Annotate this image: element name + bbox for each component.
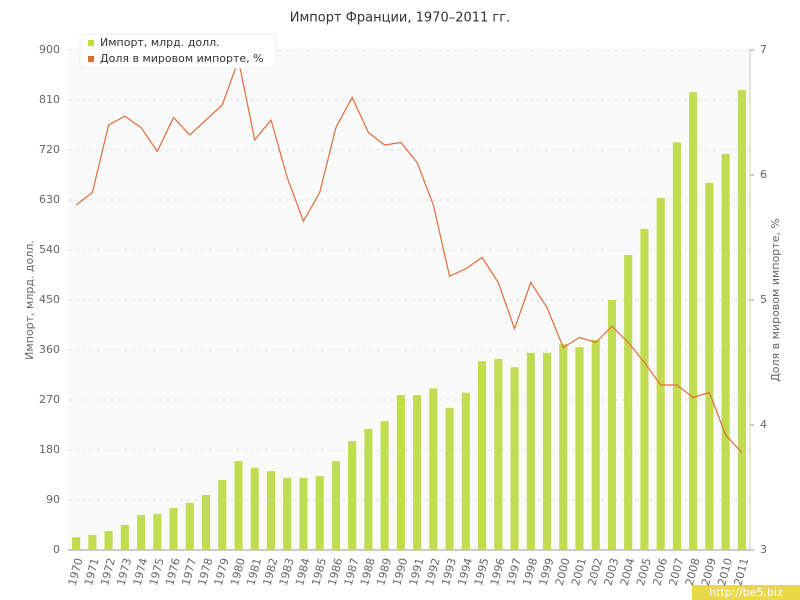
y-tick-label: 810 [39,93,60,106]
bar [575,347,584,550]
y-tick-label: 270 [39,393,60,406]
bar [331,461,340,550]
legend-box [79,33,277,69]
bar [348,441,357,550]
bar [266,471,276,550]
y-tick-label: 630 [39,193,60,206]
y-tick-label: 540 [39,243,60,256]
chart-title: Импорт Франции, 1970–2011 гг. [290,11,510,26]
watermark: http://be5.biz [709,586,783,599]
bar [510,367,519,550]
bar [137,515,146,550]
legend: Импорт, млрд. долл. Доля в мировом импорт… [79,33,277,69]
bar [559,343,568,550]
bar [607,300,617,550]
watermark-background [692,585,800,600]
bar [169,507,178,550]
bar [737,90,746,550]
bar [153,513,162,550]
legend-swatch [88,56,94,62]
bar [250,467,259,550]
bar [364,428,373,550]
y-tick-label: 180 [39,443,60,456]
y2-tick-label: 5 [760,293,767,306]
y2-tick-label: 4 [760,418,767,431]
bar [413,395,422,550]
y2-tick-label: 6 [760,168,767,181]
bar [672,142,681,550]
bar [591,340,600,550]
y2-tick-label: 3 [760,543,767,556]
y2-axis-label: Доля в мировом импорте, % [769,218,782,382]
y-tick-label: 0 [53,543,60,556]
line [75,57,743,453]
bar [396,395,405,550]
bar [72,537,81,550]
bar [218,480,227,550]
bar [656,197,665,550]
bar [429,388,438,550]
bar [478,361,487,550]
bar [315,476,324,550]
bar [201,495,211,550]
bar [185,502,194,550]
bar [542,352,552,550]
legend-swatch [88,40,94,46]
bar [445,407,454,550]
bar [120,525,129,550]
bar [380,421,389,550]
bar [461,392,470,550]
bar [705,182,714,550]
bar [640,228,649,550]
bar [283,477,292,550]
y-tick-label: 360 [39,343,60,356]
y-tick-label: 450 [39,293,60,306]
bar [88,535,97,550]
y-tick-label: 720 [39,143,60,156]
bar [624,255,633,550]
legend-label: Импорт, млрд. долл. [100,36,220,49]
bar [689,92,698,550]
legend-label: Доля в мировом импорте, % [100,52,264,65]
bar [526,352,535,550]
y-axis-label: Импорт, млрд. долл. [23,240,36,360]
y-tick-label: 90 [46,493,60,506]
bar [494,358,503,550]
y-tick-label: 900 [39,43,60,56]
y2-tick-label: 7 [760,43,767,56]
bar [234,461,243,550]
bar [721,153,730,550]
bar [104,531,113,550]
bar [299,477,308,550]
